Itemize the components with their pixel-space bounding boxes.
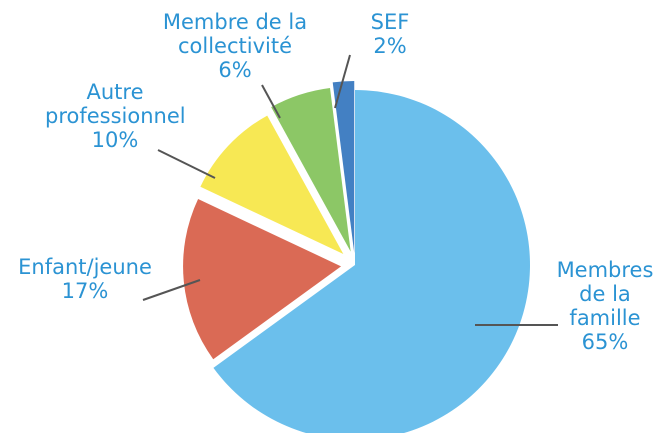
pie-slice (271, 87, 351, 252)
slice-label: Autre professionnel 10% (45, 80, 186, 152)
value-label: 17% (61, 279, 109, 303)
value-label: 2% (373, 34, 407, 58)
leader-line (157, 149, 216, 179)
leader-line (142, 279, 201, 301)
value-label: 6% (218, 58, 252, 82)
slice-label: Enfant/jeune 17% (0, 255, 170, 303)
value-label: 65% (581, 330, 629, 354)
category-label: Membres de la famille (556, 258, 654, 330)
slice-label: Membres de la famille 65% (555, 258, 655, 354)
pie-slice (200, 115, 344, 255)
pie-slice (332, 81, 355, 254)
pie-slice (213, 90, 531, 433)
leader-line (334, 54, 351, 109)
slice-label: Membre de la collectivité 6% (140, 10, 330, 82)
slice-label: SEF 2% (350, 10, 430, 58)
category-label: Enfant/jeune (18, 255, 152, 279)
category-label: SEF (370, 10, 410, 34)
value-label: 10% (91, 128, 139, 152)
category-label: Membre de la collectivité (162, 10, 308, 58)
pie-slice (183, 199, 342, 360)
category-label: Autre professionnel (45, 80, 186, 128)
leader-line (261, 84, 281, 119)
